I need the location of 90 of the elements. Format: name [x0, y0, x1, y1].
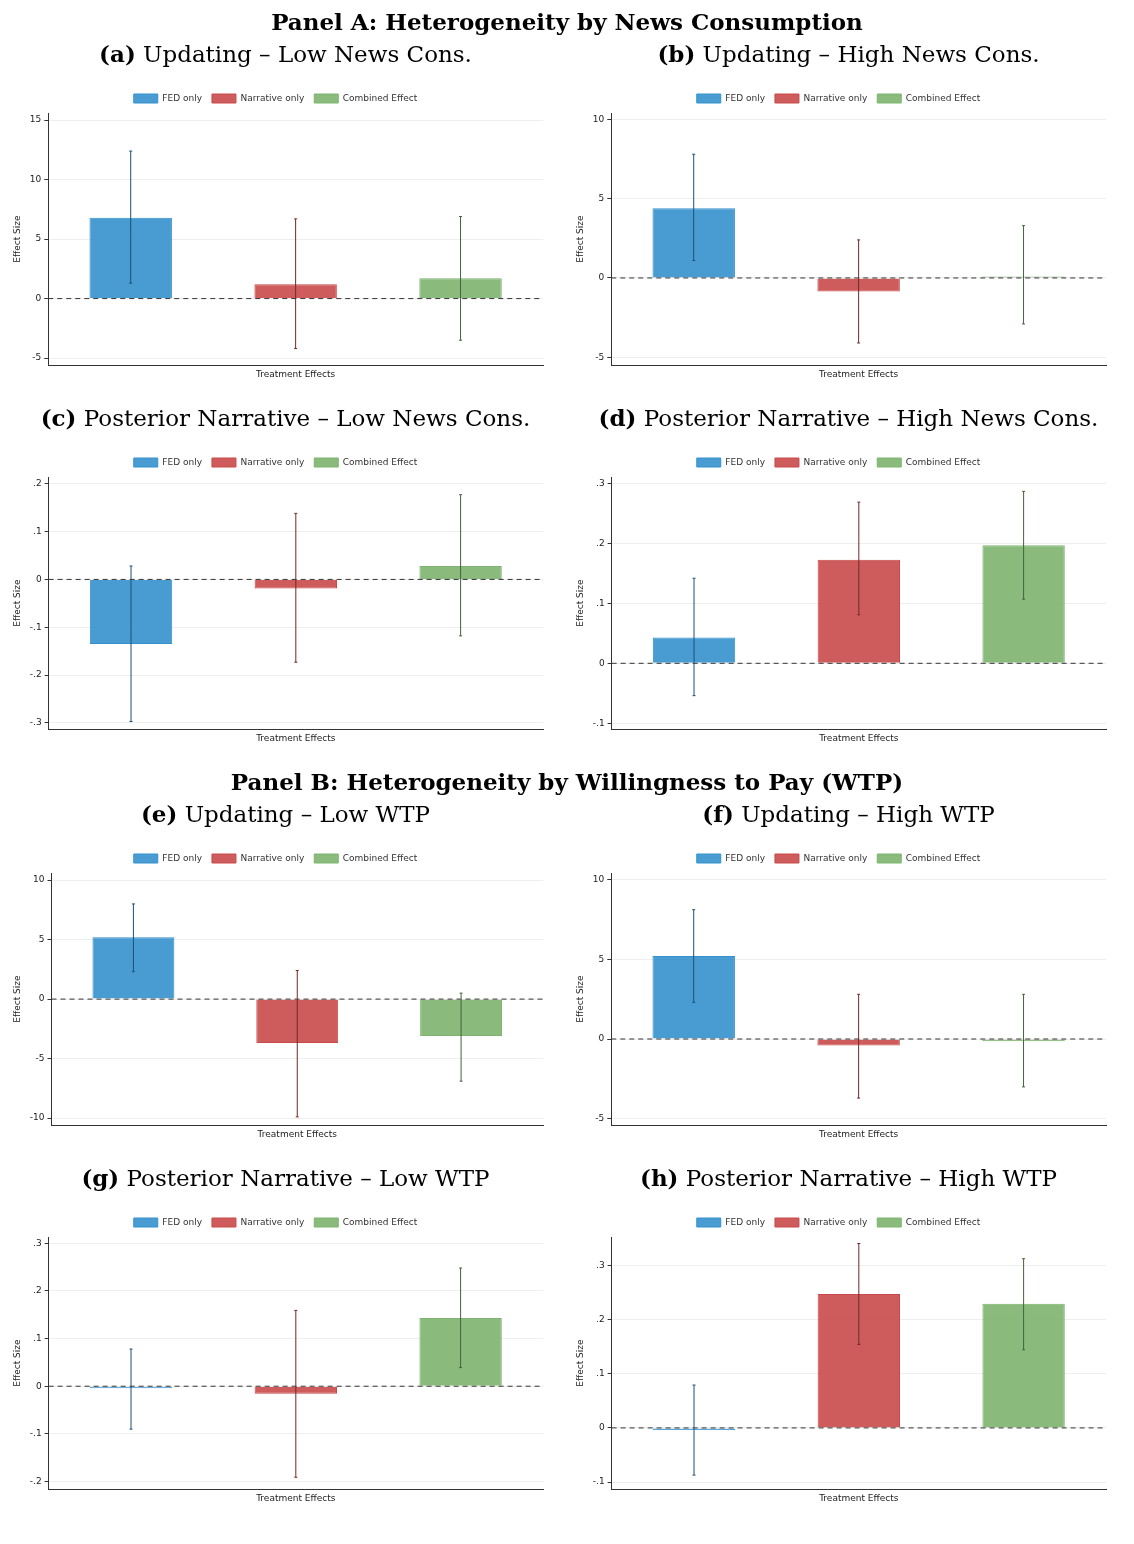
y-axis-title: Effect Size	[11, 215, 22, 263]
y-axis-title: Effect Size	[11, 1339, 22, 1387]
y-axis-title: Effect Size	[574, 975, 585, 1023]
y-tick-label: 0	[598, 272, 605, 283]
legend-label: FED only	[162, 92, 203, 103]
chart-title: (b) Updating – High News Cons.	[656, 40, 1041, 69]
chart-title: (a) Updating – Low News Cons.	[98, 40, 473, 69]
y-tick-label: 10	[29, 173, 42, 184]
y-tick-label: .2	[596, 1313, 605, 1324]
legend-label: Narrative only	[240, 92, 305, 103]
y-tick-label: 5	[38, 933, 45, 944]
legend-label: FED only	[162, 1216, 203, 1227]
y-tick-label: 0	[38, 993, 45, 1004]
y-tick-label: -.1	[29, 1428, 42, 1439]
y-axis-title: Effect Size	[574, 579, 585, 627]
x-axis-title: Treatment Effects	[818, 1492, 899, 1503]
chart-title: (h) Posterior Narrative – High WTP	[639, 1164, 1058, 1193]
y-tick-label: 10	[592, 873, 605, 884]
y-tick-label: -.2	[29, 1475, 42, 1486]
legend-label: Combined Effect	[342, 456, 418, 467]
y-tick-label: -5	[595, 351, 605, 362]
legend-label: Narrative only	[803, 852, 868, 863]
legend-label: FED only	[162, 852, 203, 863]
legend-label: FED only	[725, 852, 766, 863]
y-tick-label: -10	[29, 1112, 45, 1123]
legend-label: FED only	[725, 456, 766, 467]
legend-label: Narrative only	[240, 852, 305, 863]
y-axis-title: Effect Size	[11, 975, 22, 1023]
chart-subtitle: Panel A: Heterogeneity by News Consumption	[270, 8, 864, 37]
legend-label: Combined Effect	[342, 92, 418, 103]
y-tick-label: 0	[598, 1033, 605, 1044]
x-axis-title: Treatment Effects	[818, 368, 899, 379]
y-tick-label: -5	[595, 1113, 605, 1124]
y-tick-label: 0	[35, 1380, 42, 1391]
y-tick-label: -5	[35, 1052, 45, 1063]
y-tick-label: .3	[33, 1237, 42, 1248]
legend-label: Narrative only	[803, 1216, 868, 1227]
legend-label: Combined Effect	[342, 852, 418, 863]
chart-title: (d) Posterior Narrative – High News Cons.	[597, 404, 1100, 433]
x-axis-title: Treatment Effects	[256, 1128, 338, 1139]
chart-title: (e) Updating – Low WTP	[139, 800, 432, 829]
chart-title: (g) Posterior Narrative – Low WTP	[80, 1164, 491, 1193]
y-tick-label: 10	[592, 113, 605, 124]
y-tick-label: .2	[33, 478, 42, 489]
legend-label: Combined Effect	[905, 852, 981, 863]
y-tick-label: 5	[598, 953, 605, 964]
x-axis-title: Treatment Effects	[818, 732, 899, 743]
legend-label: Narrative only	[240, 456, 305, 467]
y-tick-label: .2	[33, 1285, 42, 1296]
legend-label: Narrative only	[803, 92, 868, 103]
y-tick-label: .2	[596, 537, 605, 548]
y-tick-label: -.1	[592, 717, 605, 728]
y-tick-label: -.2	[29, 669, 42, 680]
y-tick-label: -5	[32, 352, 42, 363]
y-axis-title: Effect Size	[574, 215, 585, 263]
legend-label: Narrative only	[803, 456, 868, 467]
y-tick-label: 0	[35, 573, 42, 584]
y-tick-label: 0	[35, 292, 42, 303]
y-tick-label: .1	[33, 525, 42, 536]
x-axis-title: Treatment Effects	[255, 368, 336, 379]
y-tick-label: .1	[596, 1368, 605, 1379]
chart-title: (f) Updating – High WTP	[701, 800, 996, 829]
y-tick-label: .3	[596, 477, 605, 488]
chart-title: (c) Posterior Narrative – Low News Cons.	[39, 404, 532, 433]
legend-label: Combined Effect	[342, 1216, 418, 1227]
y-tick-label: -.3	[29, 717, 42, 728]
y-tick-label: -.1	[29, 621, 42, 632]
x-axis-title: Treatment Effects	[818, 1128, 899, 1139]
y-axis-title: Effect Size	[574, 1339, 585, 1387]
legend-label: FED only	[725, 92, 766, 103]
x-axis-title: Treatment Effects	[255, 1492, 336, 1503]
legend-label: FED only	[725, 1216, 766, 1227]
y-tick-label: -.1	[592, 1476, 605, 1487]
y-tick-label: 10	[33, 874, 45, 885]
y-axis-title: Effect Size	[11, 579, 22, 627]
y-tick-label: .1	[596, 597, 605, 608]
y-tick-label: 0	[598, 1422, 605, 1433]
x-axis-title: Treatment Effects	[255, 732, 336, 743]
chart-subtitle: Panel B: Heterogeneity by Willingness to Pay (WTP)	[229, 768, 905, 797]
y-tick-label: 5	[35, 233, 42, 244]
y-tick-label: 15	[29, 114, 42, 125]
legend-label: Combined Effect	[905, 92, 981, 103]
legend-label: Narrative only	[240, 1216, 305, 1227]
y-tick-label: .1	[33, 1332, 42, 1343]
legend-label: FED only	[162, 456, 203, 467]
y-tick-label: 0	[598, 657, 605, 668]
legend-label: Combined Effect	[905, 1216, 981, 1227]
y-tick-label: .3	[596, 1259, 605, 1270]
y-tick-label: 5	[598, 193, 605, 203]
legend-label: Combined Effect	[905, 456, 981, 467]
